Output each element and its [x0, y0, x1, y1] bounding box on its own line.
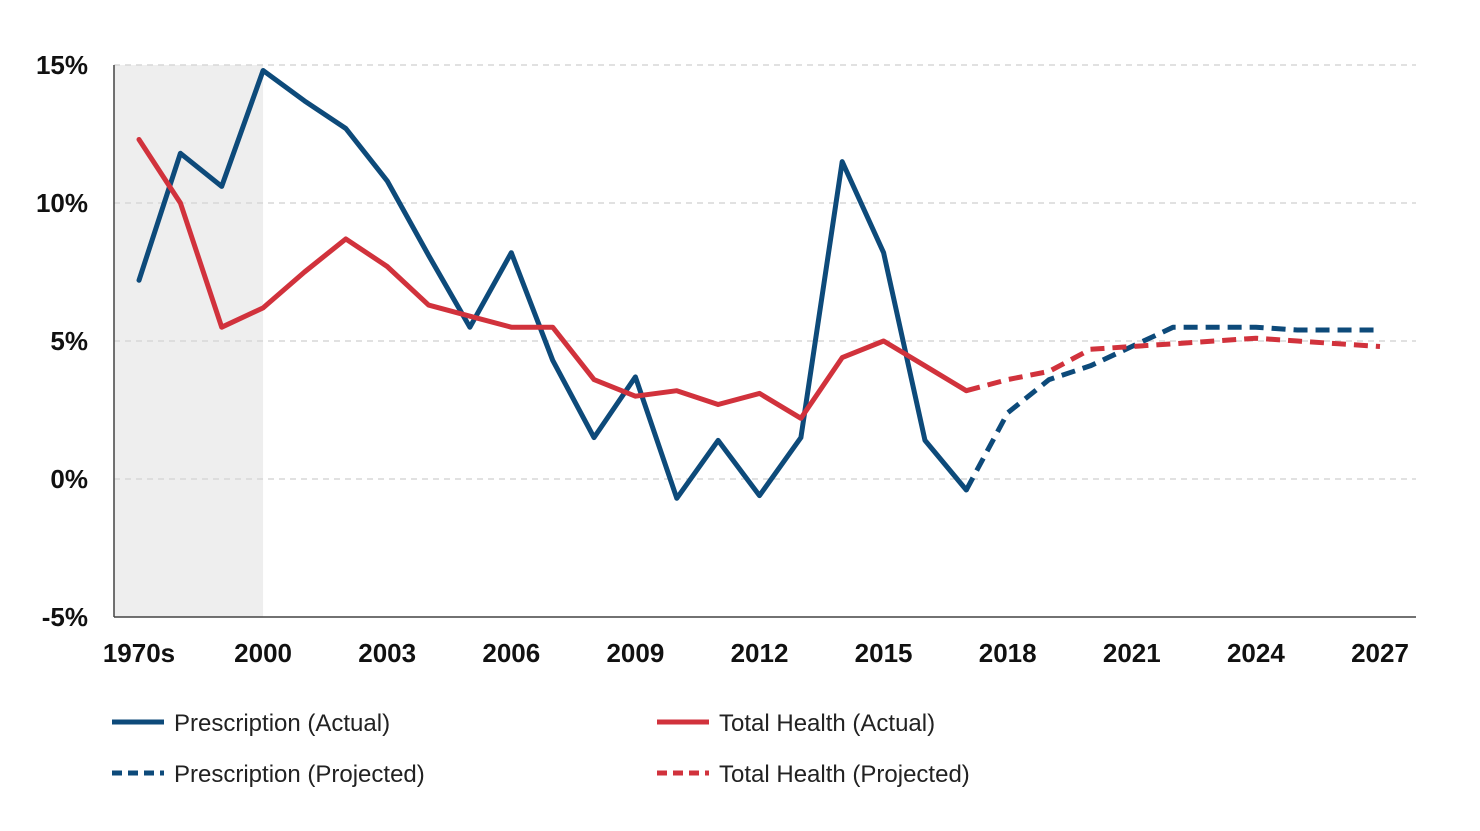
series-line-2 [964, 324, 1380, 492]
x-tick-label: 2009 [606, 638, 664, 668]
series-line-3 [965, 335, 1381, 394]
x-tick-label: 2027 [1351, 638, 1409, 668]
x-tick-label: 1970s [103, 638, 175, 668]
legend: Prescription (Actual) Total Health (Actua… [112, 710, 970, 788]
y-tick-label: 10% [36, 188, 88, 218]
legend-label-3: Total Health (Projected) [719, 761, 970, 788]
axes [113, 65, 1416, 618]
legend-label-1: Total Health (Actual) [719, 710, 935, 737]
legend-label-0: Prescription (Actual) [174, 710, 390, 737]
legend-label-2: Prescription (Projected) [174, 761, 425, 788]
x-tick-label: 2003 [358, 638, 416, 668]
y-tick-label: -5% [42, 602, 88, 632]
y-tick-labels: 15% 10% 5% 0% -5% [36, 50, 88, 632]
series-lines [136, 68, 1381, 501]
x-tick-label: 2006 [482, 638, 540, 668]
x-tick-label: 2021 [1103, 638, 1161, 668]
x-tick-label: 2018 [979, 638, 1037, 668]
gridlines [114, 64, 1416, 480]
x-tick-labels: 1970s 2000 2003 2006 2009 2012 2015 2018 2021 202… [103, 638, 1409, 668]
x-tick-label: 2000 [234, 638, 292, 668]
series-line-1 [136, 137, 969, 421]
series-line-0 [136, 68, 969, 501]
x-tick-label: 2012 [731, 638, 789, 668]
y-tick-label: 5% [50, 326, 88, 356]
x-tick-label: 2024 [1227, 638, 1285, 668]
x-tick-label: 2015 [855, 638, 913, 668]
y-tick-label: 15% [36, 50, 88, 80]
y-tick-label: 0% [50, 464, 88, 494]
